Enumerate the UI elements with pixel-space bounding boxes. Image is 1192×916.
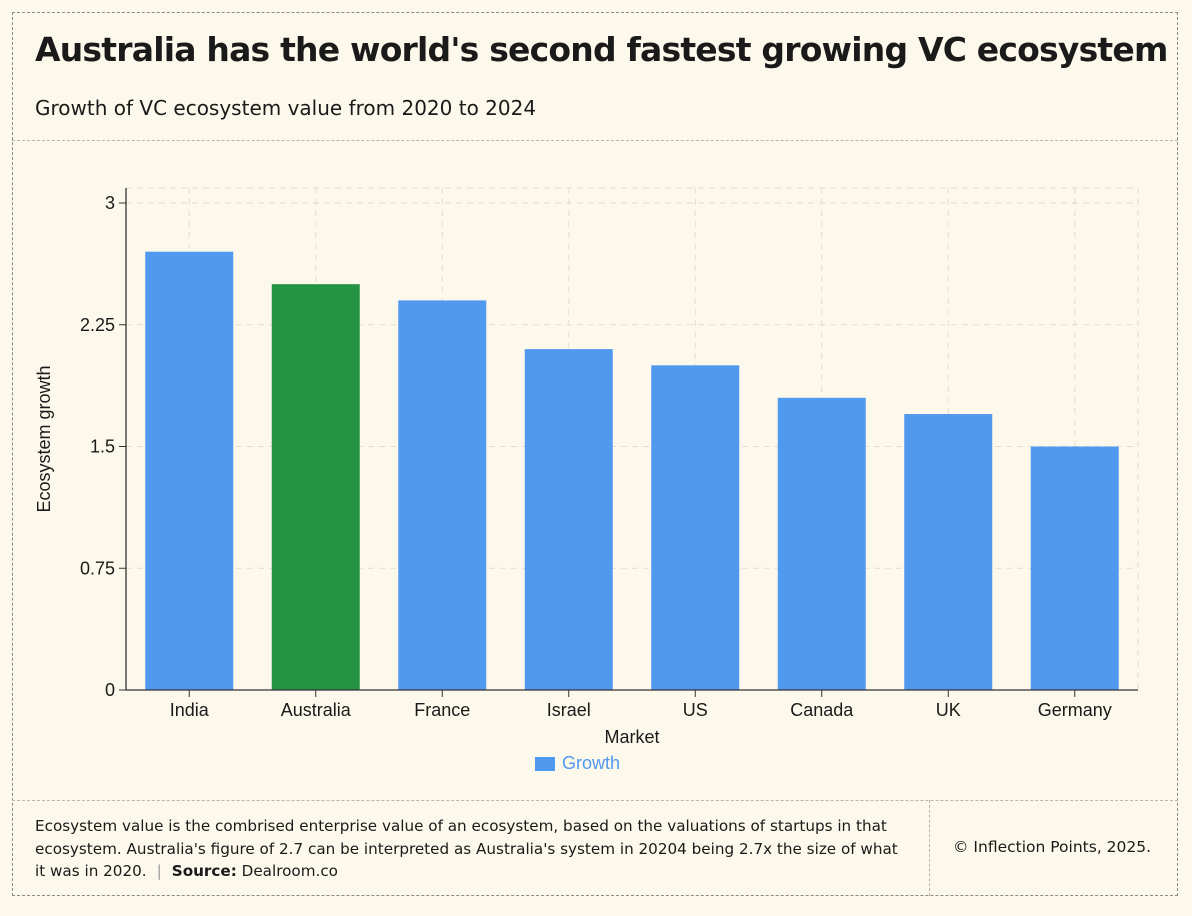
y-tick-label: 2.25 xyxy=(80,315,115,335)
y-tick-label: 1.5 xyxy=(90,437,115,457)
source-separator: | xyxy=(156,862,162,880)
bar-uk xyxy=(904,414,993,690)
bar-france xyxy=(398,300,487,690)
legend-label: Growth xyxy=(562,753,620,773)
copyright: © Inflection Points, 2025. xyxy=(953,838,1152,856)
header-divider xyxy=(12,140,1178,141)
bar-australia xyxy=(271,284,360,690)
x-tick-label: Germany xyxy=(1038,700,1112,720)
bar-us xyxy=(651,365,740,690)
footnote-text: Ecosystem value is the combrised enterpr… xyxy=(35,817,898,880)
x-tick-label: US xyxy=(683,700,708,720)
source-label: Source: xyxy=(171,862,237,880)
x-tick-label: Australia xyxy=(281,700,352,720)
bar-germany xyxy=(1030,446,1119,690)
bar-india xyxy=(145,251,234,690)
bar-israel xyxy=(524,349,613,690)
chart-subtitle: Growth of VC ecosystem value from 2020 t… xyxy=(35,96,537,120)
chart-frame xyxy=(12,12,1178,896)
x-tick-label: Canada xyxy=(790,700,854,720)
source-value: Dealroom.co xyxy=(241,862,338,880)
chart-title: Australia has the world's second fastest… xyxy=(35,30,1168,69)
bar-chart: 0 0.75 1.5 2.25 3 India Australia France Israel U… xyxy=(34,187,1139,773)
y-axis-title: Ecosystem growth xyxy=(34,365,54,512)
legend-swatch xyxy=(535,757,555,771)
x-tick-label: France xyxy=(414,700,470,720)
footer-divider xyxy=(12,800,1178,801)
bar-canada xyxy=(777,397,866,690)
footer-column-divider xyxy=(929,800,930,896)
footnote: Ecosystem value is the combrised enterpr… xyxy=(35,815,905,883)
x-tick-label: India xyxy=(170,700,210,720)
x-tick-label: UK xyxy=(936,700,961,720)
x-tick-label: Israel xyxy=(547,700,591,720)
y-tick-label: 0 xyxy=(105,680,115,700)
y-tick-label: 0.75 xyxy=(80,558,115,578)
y-tick-label: 3 xyxy=(105,193,115,213)
x-axis-title: Market xyxy=(604,727,659,747)
